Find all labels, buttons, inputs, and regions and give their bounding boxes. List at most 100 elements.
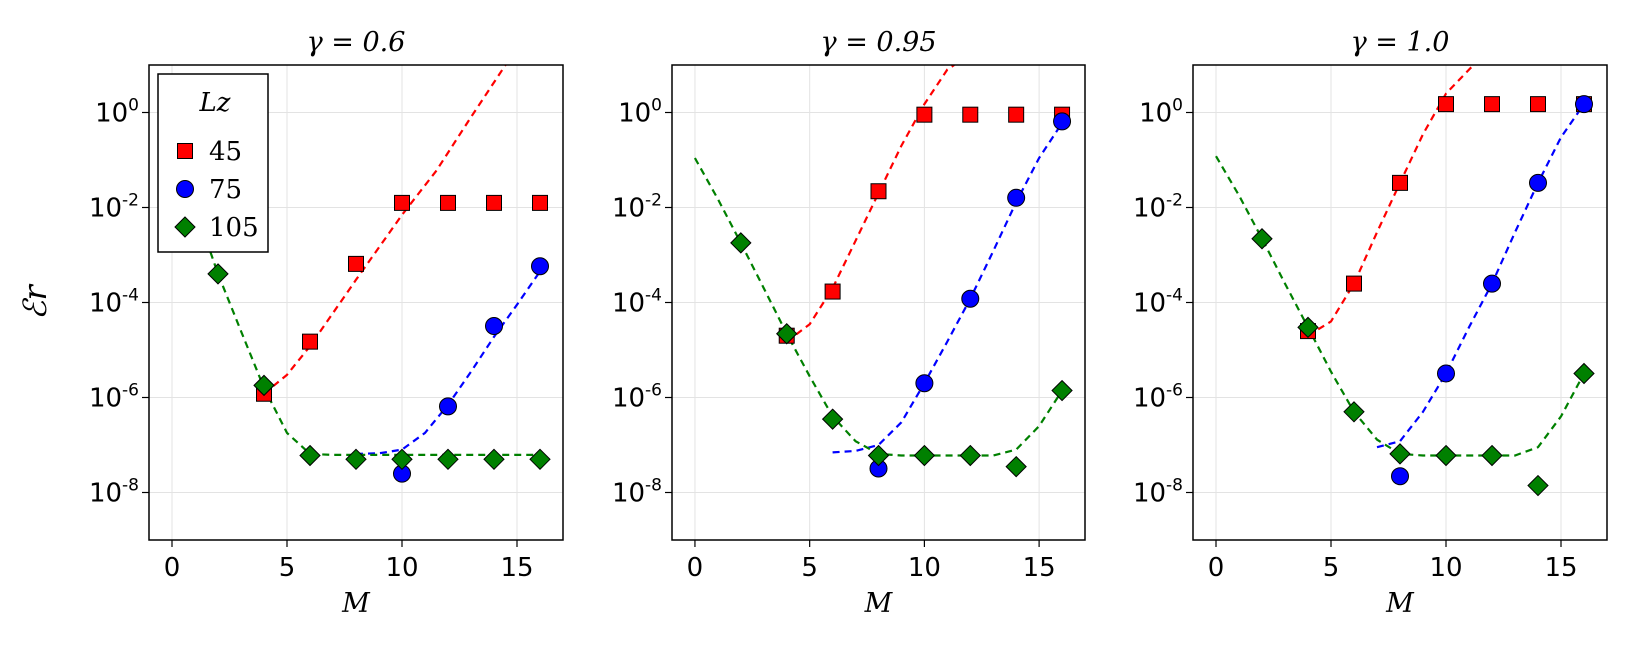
data-point-diamond (1573, 362, 1595, 385)
y-axis-label: ℰr (16, 283, 54, 319)
data-point-diamond (1051, 379, 1073, 402)
data-point-circle (1529, 173, 1547, 192)
fit-line-3 (1215, 155, 1585, 457)
data-point-square (962, 106, 979, 123)
x-tick-label: 10 (385, 553, 418, 583)
data-point-diamond (299, 444, 321, 467)
y-tick-label: 10-6 (1133, 381, 1183, 414)
markers (1251, 95, 1595, 497)
fit-lines (1215, 65, 1585, 457)
data-point-diamond (1435, 444, 1457, 467)
data-point-diamond (959, 444, 981, 467)
panel-title: γ = 0.95 (820, 27, 936, 58)
fit-line-2 (355, 270, 541, 455)
data-point-square (532, 194, 548, 211)
x-tick-label: 15 (500, 553, 533, 583)
data-point-circle (1007, 188, 1026, 207)
data-point-diamond (821, 408, 844, 430)
x-tick-label: 10 (1429, 553, 1462, 583)
x-tick-label: 0 (687, 553, 704, 583)
panel-title: γ = 0.6 (307, 27, 406, 58)
y-tick-label: 10-6 (612, 381, 662, 414)
y-tick-label: 100 (618, 96, 662, 129)
x-axis-label: M (864, 588, 894, 619)
data-point-diamond (253, 374, 275, 397)
data-point-diamond (730, 232, 752, 254)
x-tick-label: 10 (908, 553, 941, 583)
data-point-diamond (1251, 228, 1273, 250)
markers (730, 106, 1073, 478)
panel-1: 0 5 10 15 100 10-2 10-4 10-6 10-8 γ = 0.6 M ℰr Lz 45 7… (16, 27, 564, 619)
data-point-diamond (776, 323, 798, 345)
x-axis-label: M (341, 588, 371, 619)
y-tick-label: 10-2 (89, 191, 139, 224)
legend: Lz 45 75 105 (157, 73, 269, 253)
legend-marker-square (177, 143, 193, 159)
y-tick-label: 10-4 (612, 286, 662, 319)
data-point-circle (915, 374, 934, 393)
data-point-square (1530, 96, 1546, 113)
x-tick-label: 15 (1023, 553, 1056, 583)
y-tick-label: 10-4 (1133, 286, 1183, 319)
data-point-diamond (867, 444, 890, 467)
y-tick-label: 10-8 (1133, 476, 1183, 509)
x-tick-label: 15 (1544, 553, 1577, 583)
y-tick-label: 10-6 (89, 381, 139, 414)
data-point-circle (1437, 364, 1455, 383)
x-tick-label: 5 (1323, 553, 1340, 583)
data-point-square (870, 183, 887, 200)
y-tick-label: 10-2 (612, 191, 662, 224)
data-point-diamond (345, 448, 367, 471)
fit-lines (693, 65, 1064, 457)
y-tick-label: 100 (1139, 96, 1183, 129)
data-point-square (440, 194, 456, 211)
legend-label: 105 (209, 213, 259, 243)
legend-marker-circle (176, 180, 194, 198)
data-point-diamond (207, 263, 229, 285)
data-point-circle (1575, 95, 1593, 114)
data-point-circle (439, 397, 457, 416)
data-point-circle (531, 257, 549, 276)
legend-marker-diamond (174, 216, 196, 238)
data-point-circle (1391, 467, 1409, 486)
legend-label: 75 (209, 175, 242, 205)
data-point-square (916, 106, 933, 123)
data-point-diamond (529, 448, 551, 471)
fit-line-2 (832, 122, 1064, 454)
y-tick-label: 10-8 (89, 476, 139, 509)
data-point-diamond (1481, 444, 1503, 467)
x-axis-label: M (1385, 588, 1415, 619)
x-tick-label: 0 (164, 553, 181, 583)
fit-line-3 (693, 157, 1064, 457)
data-point-diamond (437, 448, 459, 471)
data-point-square (1346, 275, 1362, 292)
data-point-diamond (913, 444, 936, 467)
fit-line-3 (205, 240, 540, 456)
data-point-square (486, 194, 502, 211)
legend-box (157, 73, 269, 253)
y-tick-label: 10-4 (89, 286, 139, 319)
markers (207, 194, 551, 483)
y-tick-label: 10-2 (1133, 191, 1183, 224)
data-point-square (1484, 96, 1500, 113)
y-tick-label: 10-8 (612, 476, 662, 509)
data-point-square (1438, 96, 1454, 113)
panel-3: 0 5 10 15 100 10-2 10-4 10-6 10-8 γ = 1.0 M (1133, 27, 1608, 619)
legend-title: Lz (199, 88, 231, 118)
data-point-square (394, 194, 410, 211)
data-point-circle (485, 317, 503, 336)
panel-title: γ = 1.0 (1351, 27, 1450, 58)
data-point-diamond (1005, 455, 1027, 478)
x-tick-label: 5 (801, 553, 818, 583)
data-point-circle (961, 289, 980, 308)
data-point-diamond (1297, 316, 1319, 339)
data-point-diamond (483, 448, 505, 471)
data-point-diamond (391, 448, 413, 471)
data-point-square (348, 255, 364, 272)
data-point-diamond (1527, 474, 1549, 497)
fit-line-2 (1376, 103, 1585, 449)
data-point-square (1008, 106, 1025, 123)
y-tick-label: 100 (95, 96, 139, 129)
data-point-diamond (1343, 401, 1365, 423)
